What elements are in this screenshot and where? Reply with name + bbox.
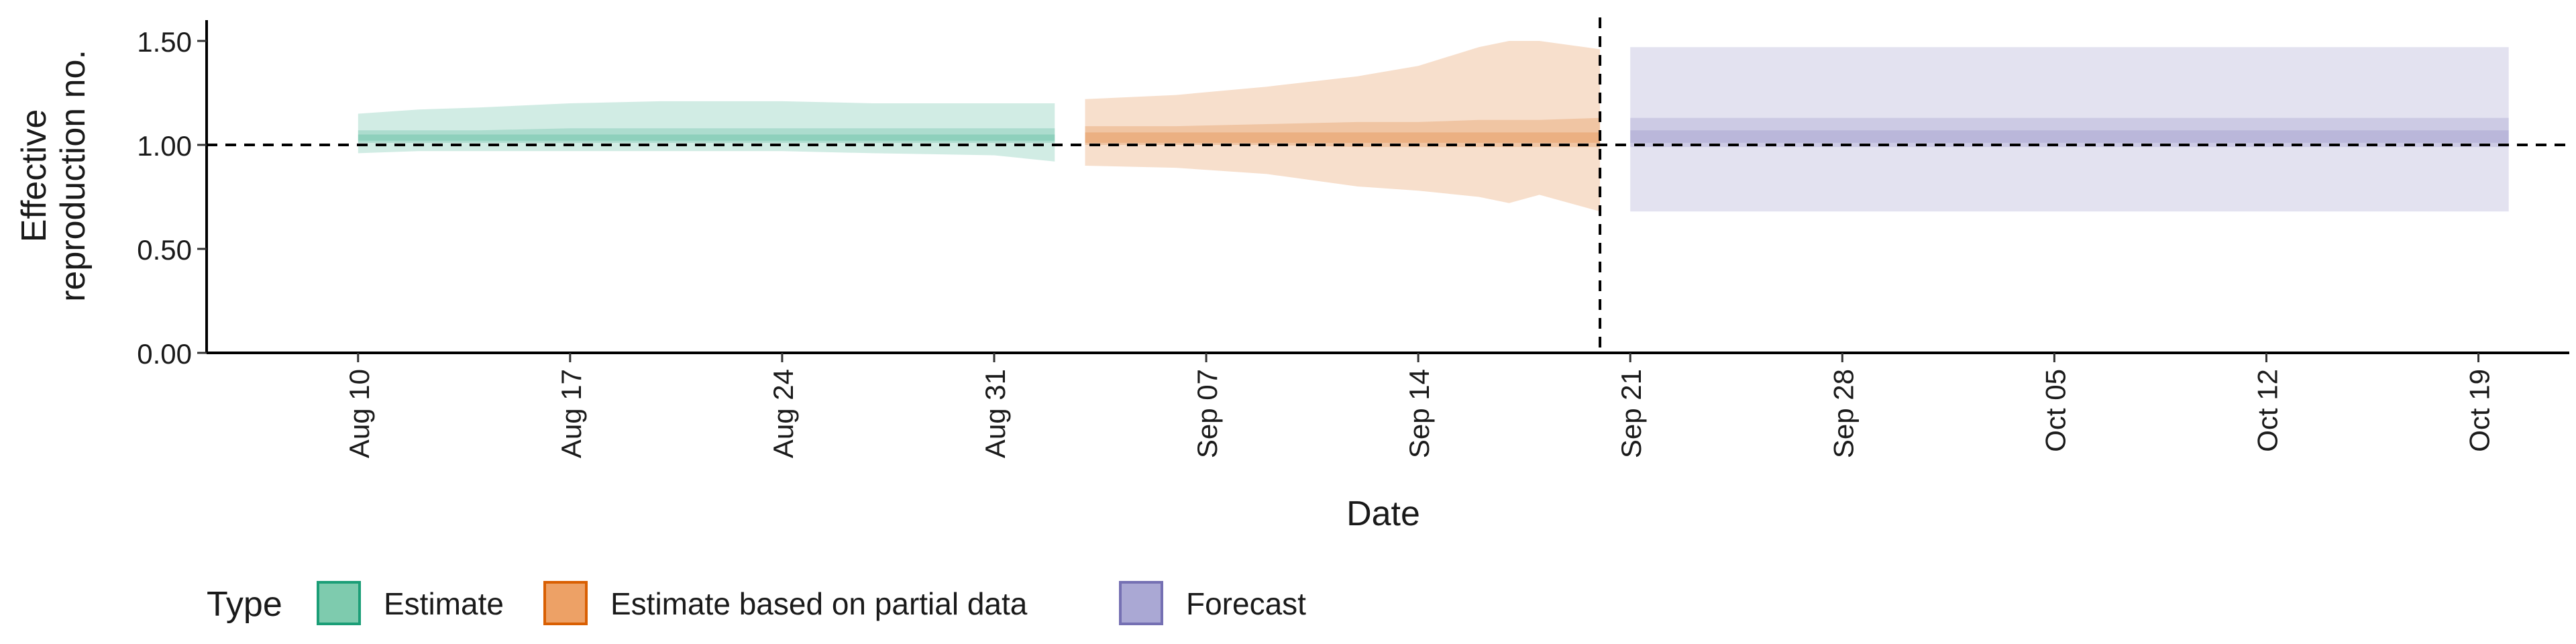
axes: 0.00 0.50 1.00 1.50 Aug 10 Aug 17 Aug 24 Aug 31… [137,20,2569,458]
forecast-inner-band [1630,117,2509,148]
y-tick-label: 0.00 [137,338,192,370]
x-tick-label: Aug 17 [555,369,587,458]
legend-label-forecast: Forecast [1186,586,1306,621]
partial-outer-band [1085,41,1601,212]
legend: Type Estimate Estimate based on partial da… [207,581,1306,625]
forecast-outer-band [1630,47,2509,212]
x-tick-label: Aug 24 [767,369,799,458]
partial-core-band [1085,132,1601,143]
legend-key-partial [543,581,588,625]
x-tick-label: Aug 31 [979,369,1011,458]
legend-label-estimate: Estimate [384,586,504,621]
x-tick-label: Oct 19 [2464,369,2496,452]
y-tick-label: 1.00 [137,130,192,162]
forecast-core-band [1630,130,2509,143]
x-tick-label: Aug 10 [343,369,375,458]
partial-inner-band [1085,117,1601,148]
x-tick-label: Sep 14 [1403,369,1435,458]
legend-key-estimate [317,581,361,625]
credible-bands [358,41,2509,212]
x-tick-label: Sep 28 [1827,369,1859,458]
estimate-core-band [358,134,1055,141]
legend-title: Type [207,585,282,624]
y-axis-title: Effective reproduction no. [15,50,93,302]
x-tick-label: Oct 05 [2039,369,2071,452]
estimate-inner-band [358,128,1055,143]
legend-key-forecast [1119,581,1163,625]
y-tick-label: 1.50 [137,26,192,58]
estimate-outer-band [358,101,1055,162]
legend-label-partial: Estimate based on partial data [610,586,1028,621]
x-tick-label: Sep 21 [1615,369,1647,458]
y-tick-label: 0.50 [137,234,192,266]
x-tick-label: Oct 12 [2251,369,2283,452]
y-axis-title-line-1: Effective [15,109,54,242]
y-axis-title-line-2: reproduction no. [54,50,93,302]
x-axis-title: Date [1346,494,1420,533]
x-tick-label: Sep 07 [1191,369,1223,458]
